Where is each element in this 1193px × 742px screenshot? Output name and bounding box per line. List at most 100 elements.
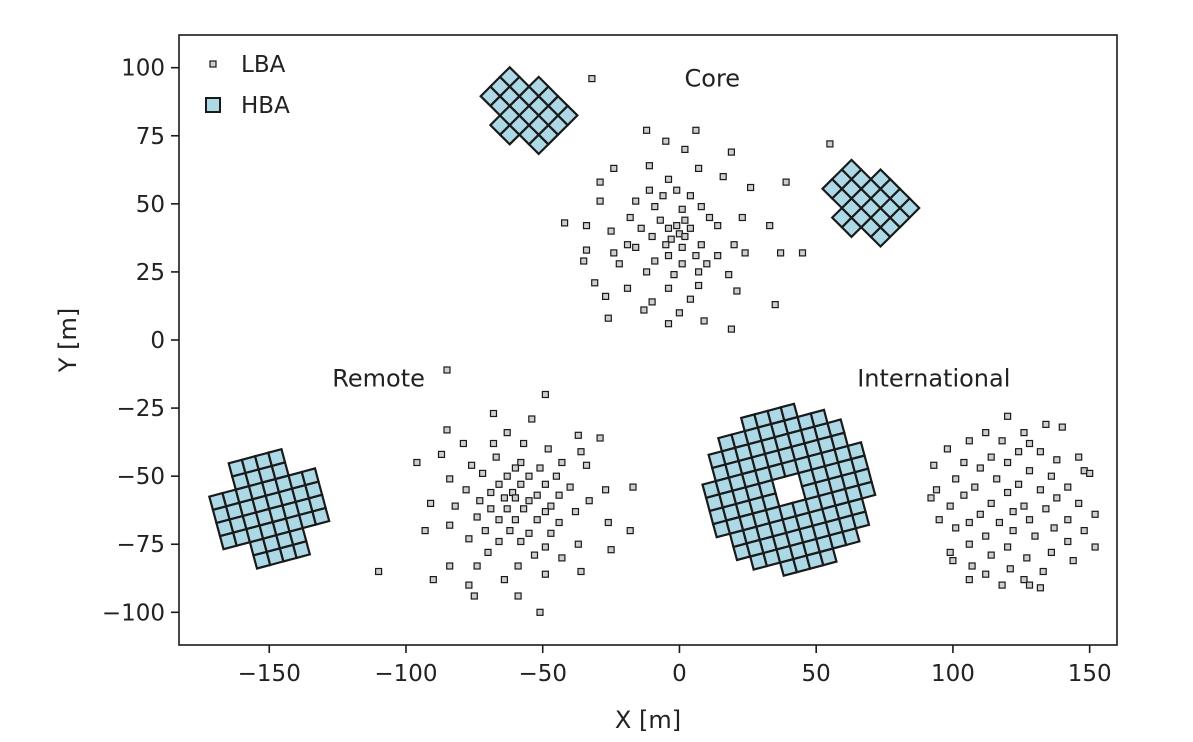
lba-point <box>1003 412 1012 420</box>
lba-point <box>949 556 957 565</box>
lba-point <box>1064 516 1072 524</box>
lba-point <box>451 502 459 510</box>
lba-point <box>582 461 591 469</box>
lba-point <box>555 491 563 499</box>
lba-point <box>541 543 550 551</box>
lba-point <box>714 252 722 260</box>
lba-series-international <box>927 412 1099 592</box>
lba-point <box>1036 486 1045 494</box>
lba-point <box>1023 554 1031 562</box>
lba-point <box>629 483 637 491</box>
lba-point <box>1086 469 1094 477</box>
lba-point <box>484 548 492 557</box>
legend-marker-hba <box>205 97 221 113</box>
lba-point <box>536 464 544 472</box>
lba-point <box>530 551 539 559</box>
lba-point <box>1025 516 1034 524</box>
lba-point <box>993 475 1001 483</box>
legend-label-lba: LBA <box>241 52 286 78</box>
legend-label-hba: HBA <box>241 93 290 119</box>
lba-point <box>604 518 612 527</box>
lba-point <box>552 472 561 480</box>
lba-point <box>503 505 511 513</box>
lba-point <box>623 284 632 292</box>
lba-point <box>642 268 651 276</box>
lba-point <box>694 268 703 276</box>
hba-tile <box>846 440 866 461</box>
lba-point <box>503 472 511 480</box>
lba-point <box>741 249 749 257</box>
lba-point <box>489 409 498 418</box>
lba-point <box>714 222 722 230</box>
lba-point <box>615 260 623 268</box>
lba-point <box>651 203 659 211</box>
lba-point <box>662 241 670 249</box>
lba-point <box>656 216 664 224</box>
lba-point <box>517 458 525 467</box>
lba-point <box>547 529 555 537</box>
lba-point <box>771 301 779 309</box>
lba-point <box>982 429 990 437</box>
lba-point <box>574 431 582 439</box>
lba-point <box>648 232 656 241</box>
lba-point <box>465 535 473 543</box>
lba-point <box>473 562 481 570</box>
lba-point <box>1003 458 1012 467</box>
hba-tile <box>869 167 892 191</box>
lba-point <box>558 458 566 467</box>
lba-point <box>678 243 686 251</box>
lba-point <box>952 524 960 532</box>
hba-tile <box>826 418 846 438</box>
lba-point <box>421 526 429 535</box>
lba-point <box>1064 483 1072 491</box>
y-tick-label: −75 <box>116 532 165 558</box>
lba-point <box>965 518 973 527</box>
lba-point <box>459 439 467 448</box>
lba-point <box>536 608 544 616</box>
lba-point <box>982 532 990 540</box>
hba-station-core-1 <box>820 158 921 249</box>
hba-tile <box>498 65 521 89</box>
lba-point <box>446 475 454 483</box>
lba-point <box>681 216 689 224</box>
lba-point <box>700 317 708 325</box>
lba-point <box>798 249 807 257</box>
lba-point <box>1003 543 1012 551</box>
hba-station-international-3 <box>701 402 877 578</box>
lba-point <box>511 516 520 524</box>
lba-point <box>1009 508 1017 516</box>
lba-point <box>500 575 508 584</box>
x-tick-label: −50 <box>518 661 567 687</box>
lba-point <box>632 243 640 251</box>
lba-point <box>664 252 673 260</box>
lba-point <box>694 281 703 290</box>
lba-point <box>943 445 952 453</box>
lba-point <box>541 390 550 399</box>
lba-point <box>1025 581 1034 589</box>
lba-point <box>427 499 435 507</box>
lba-point <box>995 518 1004 527</box>
lba-point <box>582 222 591 230</box>
lba-point <box>1036 584 1045 592</box>
x-axis-ticks: −150 −100 −50 0 50 100 150 <box>238 645 1112 687</box>
lba-point <box>525 529 533 537</box>
lba-point <box>1042 505 1050 513</box>
lba-point <box>664 320 673 328</box>
lba-point <box>582 246 591 254</box>
lba-point <box>607 546 615 554</box>
lba-point <box>446 521 454 529</box>
lba-point <box>946 502 954 510</box>
lba-point <box>574 540 582 548</box>
lba-point <box>681 145 689 153</box>
lba-point <box>413 458 421 467</box>
lba-point <box>514 592 522 600</box>
lba-point <box>1069 556 1077 565</box>
lba-point <box>1091 510 1099 518</box>
lba-point <box>555 518 563 527</box>
lba-point <box>607 227 615 235</box>
lba-point <box>511 464 520 472</box>
lba-series-remote <box>375 366 637 616</box>
lba-point <box>1020 502 1028 510</box>
lba-points-layer <box>375 74 1099 616</box>
